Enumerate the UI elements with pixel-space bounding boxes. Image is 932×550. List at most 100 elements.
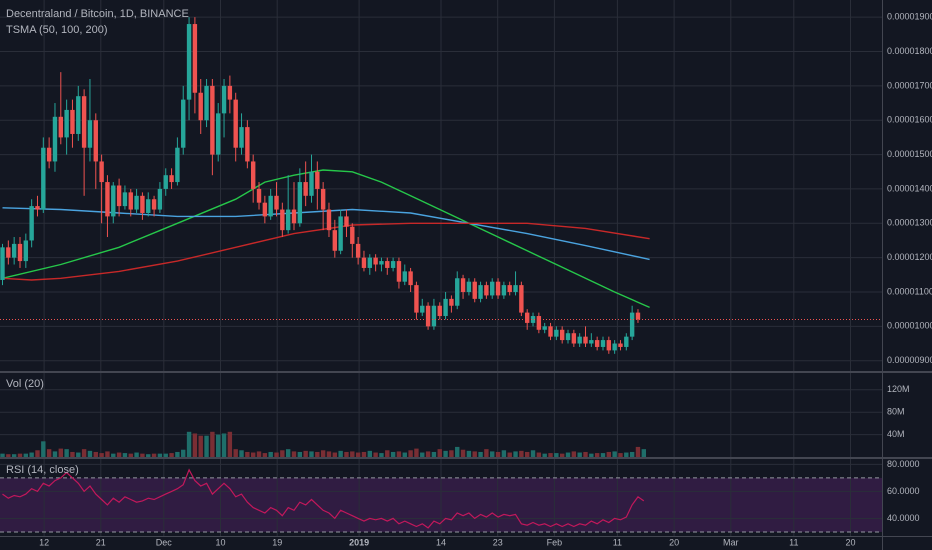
candle[interactable] xyxy=(385,257,390,275)
candle[interactable] xyxy=(303,161,308,207)
candle[interactable] xyxy=(315,161,320,210)
candle[interactable] xyxy=(402,264,407,286)
candle[interactable] xyxy=(577,333,582,347)
candle[interactable] xyxy=(99,154,104,224)
candle[interactable] xyxy=(163,168,168,196)
candle[interactable] xyxy=(175,137,180,186)
candle[interactable] xyxy=(618,340,623,351)
candle[interactable] xyxy=(594,336,600,351)
candle[interactable] xyxy=(76,85,81,141)
candle[interactable] xyxy=(332,219,338,258)
candle[interactable] xyxy=(128,188,133,217)
candle[interactable] xyxy=(408,267,413,292)
candle[interactable] xyxy=(507,281,512,296)
candle[interactable] xyxy=(122,185,128,210)
candle[interactable] xyxy=(146,192,151,217)
candle[interactable] xyxy=(495,278,501,299)
candle[interactable] xyxy=(250,154,256,203)
candles[interactable] xyxy=(0,17,641,354)
candle[interactable] xyxy=(513,271,518,296)
candle[interactable] xyxy=(116,178,122,217)
candle[interactable] xyxy=(589,333,594,347)
candle[interactable] xyxy=(525,309,530,330)
indicator-title[interactable]: TSMA (50, 100, 200) xyxy=(6,24,108,36)
candle[interactable] xyxy=(431,298,437,330)
candle[interactable] xyxy=(93,113,98,189)
candle[interactable] xyxy=(600,336,606,351)
price-axis[interactable]: 0.00001900 0.00001800 0.00001700 0.00001600… xyxy=(887,12,932,366)
candle[interactable] xyxy=(536,312,542,334)
candle[interactable] xyxy=(355,237,361,265)
candle[interactable] xyxy=(227,75,233,114)
candle[interactable] xyxy=(490,278,495,299)
candle[interactable] xyxy=(198,79,203,134)
candle[interactable] xyxy=(41,137,46,213)
candle[interactable] xyxy=(437,302,442,320)
candle[interactable] xyxy=(414,281,419,320)
candle[interactable] xyxy=(390,257,396,272)
candle[interactable] xyxy=(216,103,221,162)
candle[interactable] xyxy=(548,322,553,341)
symbol-title[interactable]: Decentraland / Bitcoin, 1D, BINANCE xyxy=(6,8,189,20)
candle[interactable] xyxy=(455,271,460,310)
candle[interactable] xyxy=(221,79,227,138)
candle[interactable] xyxy=(361,250,367,272)
candle[interactable] xyxy=(23,233,29,268)
candle[interactable] xyxy=(233,92,238,162)
candle[interactable] xyxy=(70,99,75,148)
candle[interactable] xyxy=(204,79,209,128)
candle[interactable] xyxy=(280,202,285,238)
candle[interactable] xyxy=(460,274,466,299)
candle[interactable] xyxy=(554,326,559,341)
candle[interactable] xyxy=(87,79,93,162)
candle[interactable] xyxy=(629,305,635,341)
candle[interactable] xyxy=(624,333,629,351)
candle[interactable] xyxy=(157,182,163,213)
candle[interactable] xyxy=(420,298,425,317)
candle[interactable] xyxy=(309,154,314,203)
candle[interactable] xyxy=(256,182,262,210)
volume-legend[interactable]: Vol (20) xyxy=(6,378,44,390)
candle[interactable] xyxy=(29,199,34,248)
candle[interactable] xyxy=(140,192,145,220)
candle[interactable] xyxy=(338,209,343,255)
candle[interactable] xyxy=(291,182,297,231)
candle[interactable] xyxy=(367,254,372,275)
candle[interactable] xyxy=(326,202,332,238)
candle[interactable] xyxy=(0,243,5,286)
candle[interactable] xyxy=(186,17,192,121)
candle[interactable] xyxy=(192,17,198,114)
candle[interactable] xyxy=(425,302,431,330)
candle[interactable] xyxy=(262,195,268,224)
candle[interactable] xyxy=(344,209,349,238)
rsi-legend[interactable]: RSI (14, close) xyxy=(6,464,79,476)
candle[interactable] xyxy=(466,278,472,296)
candle[interactable] xyxy=(320,182,326,231)
candle[interactable] xyxy=(210,79,215,176)
candle[interactable] xyxy=(635,309,641,323)
candle[interactable] xyxy=(6,240,11,265)
candle[interactable] xyxy=(472,278,477,303)
candle[interactable] xyxy=(105,175,110,238)
time-axis[interactable]: 12 21 Dec 10 19 2019 14 23 Feb 11 20 Mar 11 20 xyxy=(39,537,855,547)
candle[interactable] xyxy=(443,291,448,320)
candle[interactable] xyxy=(542,322,547,334)
candle[interactable] xyxy=(58,72,63,145)
candle[interactable] xyxy=(583,326,588,347)
candle[interactable] xyxy=(64,99,69,155)
candle[interactable] xyxy=(268,188,273,220)
candle[interactable] xyxy=(484,281,489,299)
candle[interactable] xyxy=(350,223,355,258)
candle[interactable] xyxy=(274,182,279,217)
candle[interactable] xyxy=(612,340,617,354)
candle[interactable] xyxy=(17,237,23,268)
candle[interactable] xyxy=(46,137,52,169)
candle[interactable] xyxy=(52,103,58,172)
candle[interactable] xyxy=(245,120,250,169)
candle[interactable] xyxy=(35,195,40,217)
candle[interactable] xyxy=(285,175,291,234)
candle[interactable] xyxy=(151,195,157,217)
candle[interactable] xyxy=(373,254,378,272)
